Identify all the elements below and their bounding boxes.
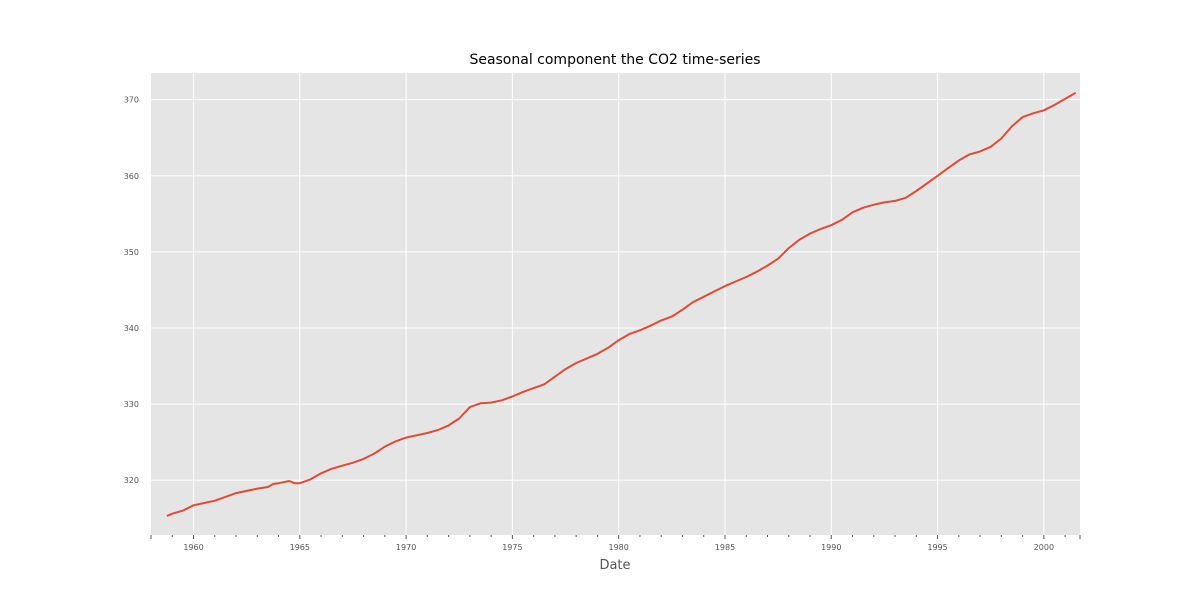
x-tick-label: 2000 — [1034, 543, 1054, 552]
y-axis-ticks: 320 330 340 350 360 370 — [124, 96, 139, 486]
y-tick-label: 320 — [124, 476, 139, 485]
x-tick-label: 1960 — [183, 543, 203, 552]
x-tick-label: 1985 — [715, 543, 735, 552]
x-tick-label: 1970 — [396, 543, 416, 552]
x-tick-label: 1975 — [502, 543, 522, 552]
x-tick-label: 1965 — [290, 543, 310, 552]
x-tick-label: 1980 — [609, 543, 629, 552]
y-tick-label: 370 — [124, 96, 139, 105]
co2-series-line — [166, 91, 1077, 517]
chart-title: Seasonal component the CO2 time-series — [469, 52, 760, 68]
plot-area — [151, 73, 1080, 535]
y-tick-label: 330 — [124, 400, 139, 409]
x-axis-ticks: 1960 1965 1970 1975 1980 1985 1990 1995 2000 — [150, 535, 1081, 552]
x-tick-label: 1995 — [927, 543, 947, 552]
y-tick-label: 350 — [124, 248, 139, 257]
x-axis-label: Date — [599, 558, 630, 573]
y-tick-label: 360 — [124, 172, 139, 181]
grid-lines — [151, 73, 1080, 535]
y-tick-label: 340 — [124, 324, 139, 333]
x-tick-label: 1990 — [821, 543, 841, 552]
